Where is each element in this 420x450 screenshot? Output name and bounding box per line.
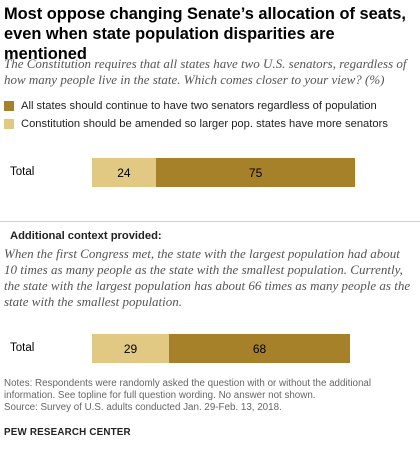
chart-title: Most oppose changing Senate’s allocation… (4, 5, 406, 63)
bar-segment-keep-two: 75 (155, 158, 356, 187)
bar-value-label: 68 (252, 341, 267, 356)
bar-segment-keep-two: 68 (169, 334, 350, 363)
bar-value-label: 75 (248, 165, 263, 180)
chart-subtitle: The Constitution requires that all state… (4, 56, 407, 87)
chart1-bars: 24 75 (92, 158, 412, 187)
chart2-bars: 29 68 (92, 334, 412, 363)
bar-segment-amend: 29 (92, 334, 170, 363)
legend: All states should continue to have two s… (4, 97, 416, 133)
chart1-category-label: Total (10, 166, 35, 178)
bar-value-label: 29 (123, 341, 138, 356)
brand-label: PEW RESEARCH CENTER (4, 427, 131, 438)
section-divider (0, 221, 420, 222)
legend-swatch-keep-two (4, 101, 14, 111)
chart2-category-label: Total (10, 342, 35, 354)
context-heading: Additional context provided: (10, 230, 162, 242)
legend-label-keep-two: All states should continue to have two s… (21, 100, 377, 112)
legend-swatch-amend (4, 119, 14, 129)
notes: Notes: Respondents were randomly asked t… (4, 378, 372, 401)
bar-value-label: 24 (117, 165, 131, 180)
legend-item-amend: Constitution should be amended so larger… (4, 115, 416, 133)
context-text: When the first Congress met, the state w… (4, 246, 411, 309)
source: Source: Survey of U.S. adults conducted … (4, 402, 282, 413)
legend-item-keep-two: All states should continue to have two s… (4, 97, 416, 115)
bar-segment-amend: 24 (92, 158, 156, 187)
legend-label-amend: Constitution should be amended so larger… (21, 118, 388, 130)
